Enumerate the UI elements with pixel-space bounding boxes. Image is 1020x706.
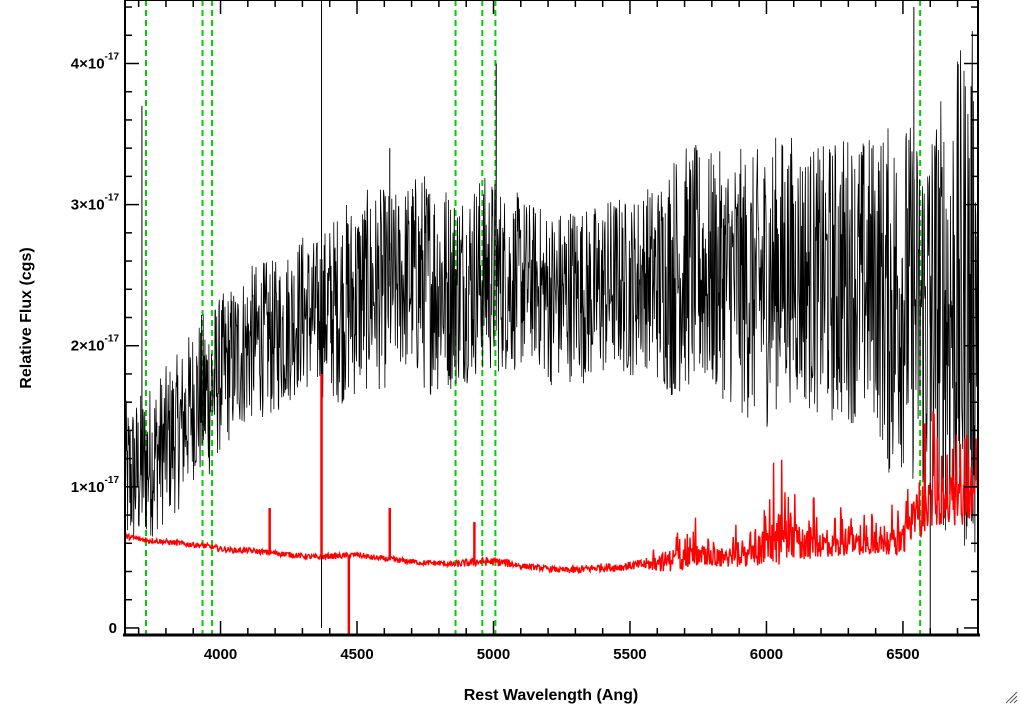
y-axis-title: Relative Flux (cgs) [18,247,35,388]
axes-layer: 4000 4500 5000 5500 6000 6500 0 1×10-17 2×10-17 3… [71,0,980,663]
resize-grip-icon[interactable] [1004,690,1018,704]
spectrum-series [124,31,979,553]
x-tick-label: 5000 [477,646,510,663]
y-tick-label: 4×10-17 [71,52,120,73]
y-tick-label: 1×10-17 [71,475,120,496]
x-tick-label: 5500 [613,646,646,663]
x-tick-label: 4500 [340,646,373,663]
x-tick-label: 6000 [750,646,783,663]
reference-lines-layer [145,0,922,635]
model-series [124,411,979,574]
y-tick-label: 3×10-17 [71,193,120,214]
x-axis-title: Rest Wavelength (Ang) [464,687,639,704]
x-tick-label: 6500 [886,646,919,663]
y-tick-label: 2×10-17 [71,334,120,355]
y-tick-label: 0 [109,620,117,637]
series-layer [124,0,979,635]
x-tick-label: 4000 [204,646,237,663]
